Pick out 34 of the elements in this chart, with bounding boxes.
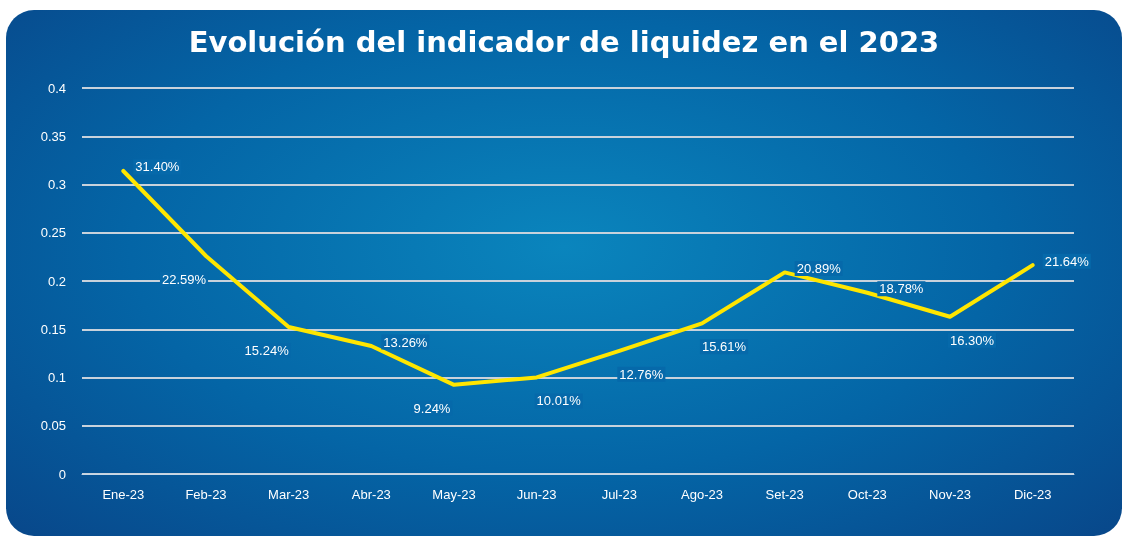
y-tick-label: 0.3 xyxy=(47,177,66,192)
chart-title: Evolución del indicador de liquidez en el 2023 xyxy=(188,24,940,59)
y-tick-label: 0.2 xyxy=(47,273,66,289)
y-tick-label: 0.1 xyxy=(47,370,66,385)
data-label: 22.59% xyxy=(161,272,207,288)
y-tick-label: 0.15 xyxy=(40,321,66,337)
x-tick-label: Set-23 xyxy=(765,487,804,502)
x-tick-label: Dic-23 xyxy=(1013,487,1052,502)
data-label: 20.89% xyxy=(796,260,842,276)
x-tick-label: Abr-23 xyxy=(351,487,391,502)
data-label: 10.01% xyxy=(536,393,582,409)
x-tick-label: Ago-23 xyxy=(681,487,723,502)
data-label: 18.78% xyxy=(879,281,924,297)
x-tick-label: Mar-23 xyxy=(268,487,310,502)
x-tick-label: Ene-23 xyxy=(102,487,145,502)
y-tick-label: 0 xyxy=(58,466,66,482)
data-label: 15.61% xyxy=(701,339,747,355)
y-tick-label: 0.05 xyxy=(40,418,66,434)
y-tick-label: 0.25 xyxy=(40,225,66,241)
x-tick-label: Oct-23 xyxy=(847,487,887,502)
y-tick-label: 0.4 xyxy=(47,80,66,96)
x-tick-label: May-23 xyxy=(432,487,476,502)
data-label: 15.24% xyxy=(244,342,290,358)
data-label: 31.40% xyxy=(135,159,180,175)
data-label: 12.76% xyxy=(619,366,664,382)
data-label: 9.24% xyxy=(413,400,451,416)
data-label: 13.26% xyxy=(383,334,428,350)
x-tick-label: Jun-23 xyxy=(516,487,557,502)
x-tick-label: Nov-23 xyxy=(929,487,971,502)
data-label: 16.30% xyxy=(949,332,995,348)
y-tick-label: 0.35 xyxy=(40,128,66,144)
data-label: 21.64% xyxy=(1044,253,1090,269)
x-tick-label: Feb-23 xyxy=(185,487,227,502)
x-tick-label: Jul-23 xyxy=(601,487,638,502)
